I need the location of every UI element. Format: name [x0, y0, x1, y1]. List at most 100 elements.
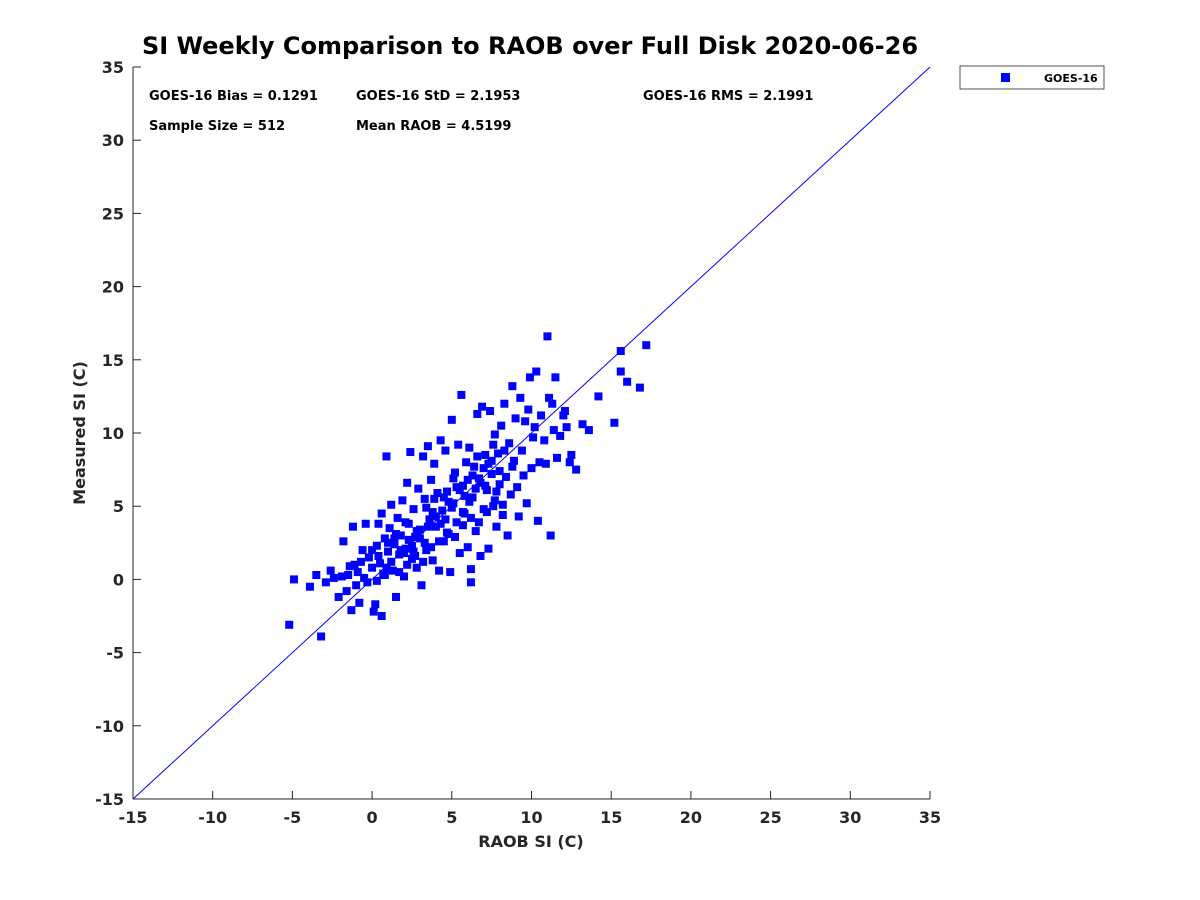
data-point	[452, 483, 461, 492]
data-point	[455, 549, 464, 558]
data-point	[428, 508, 437, 517]
data-point	[578, 420, 587, 429]
data-point	[399, 572, 408, 581]
data-point	[358, 546, 367, 555]
data-point	[353, 568, 362, 577]
data-point	[430, 494, 439, 503]
data-point	[465, 497, 474, 506]
data-point	[403, 478, 412, 487]
data-point	[344, 571, 353, 580]
data-point	[527, 464, 536, 473]
data-point	[395, 550, 404, 559]
data-point	[414, 484, 423, 493]
data-point	[482, 486, 491, 495]
y-tick-label: 30	[102, 131, 124, 150]
data-point	[460, 491, 469, 500]
data-point	[511, 414, 520, 423]
data-point	[321, 578, 330, 587]
data-point	[450, 468, 459, 477]
data-point	[438, 506, 447, 515]
data-point	[533, 516, 542, 525]
data-point	[427, 475, 436, 484]
data-point	[436, 436, 445, 445]
data-point	[549, 426, 558, 435]
data-point	[368, 563, 377, 572]
data-point	[495, 480, 504, 489]
data-point	[364, 553, 373, 562]
data-point	[548, 399, 557, 408]
data-point	[361, 519, 370, 528]
data-point	[387, 500, 396, 509]
data-point	[584, 426, 593, 435]
data-point	[500, 446, 509, 455]
data-point	[447, 503, 456, 512]
legend-entry-goes16: GOES-16	[1044, 72, 1098, 85]
x-tick-label: 15	[600, 808, 622, 827]
data-point	[393, 513, 402, 522]
data-point	[471, 527, 480, 536]
data-point	[474, 518, 483, 527]
data-point	[380, 571, 389, 580]
x-tick-label: 0	[367, 808, 378, 827]
data-point	[312, 571, 321, 580]
data-point	[463, 475, 472, 484]
data-point	[396, 531, 405, 540]
data-point	[419, 452, 428, 461]
data-point	[454, 440, 463, 449]
data-point	[423, 442, 432, 451]
legend: GOES-16	[959, 65, 1105, 90]
data-point	[519, 471, 528, 480]
data-point	[517, 446, 526, 455]
data-point	[334, 592, 343, 601]
data-point	[545, 393, 554, 402]
data-point	[441, 446, 450, 455]
data-point	[521, 417, 530, 426]
data-point	[473, 409, 482, 418]
x-tick-label: 20	[680, 808, 702, 827]
data-point	[489, 440, 498, 449]
legend-marker-square	[1001, 73, 1010, 82]
data-point	[398, 496, 407, 505]
data-point	[489, 502, 498, 511]
data-point	[428, 556, 437, 565]
data-point	[616, 367, 625, 376]
data-point	[317, 632, 326, 641]
y-tick-label: 25	[102, 204, 124, 223]
data-point	[514, 512, 523, 521]
data-point	[377, 509, 386, 518]
data-point	[420, 494, 429, 503]
data-point	[494, 449, 503, 458]
data-point	[543, 332, 552, 341]
data-point	[458, 481, 467, 490]
data-point	[473, 452, 482, 461]
data-point	[509, 456, 518, 465]
y-tick-label: 15	[102, 351, 124, 370]
data-point	[562, 423, 571, 432]
data-point	[423, 522, 432, 531]
data-point	[642, 341, 651, 350]
data-point	[525, 373, 534, 382]
data-point	[443, 487, 452, 496]
data-point	[478, 402, 487, 411]
data-point	[360, 573, 369, 582]
data-point	[497, 421, 506, 430]
y-tick-label: 35	[102, 58, 124, 77]
data-points-layer	[285, 332, 651, 641]
data-point	[372, 576, 381, 585]
data-point	[463, 543, 472, 552]
data-point	[380, 534, 389, 543]
stat-sample-size: Sample Size = 512	[149, 119, 285, 134]
data-point	[392, 530, 401, 539]
x-tick-label: 10	[520, 808, 542, 827]
axes-layer: -15 -10 -5 0 5 10 15 20 25 30 35 -15 -10 -5 0 5 10 15 20 25…	[95, 58, 941, 827]
data-point	[395, 568, 404, 577]
data-point	[462, 458, 471, 467]
data-point	[406, 448, 415, 457]
data-point	[444, 497, 453, 506]
data-point	[388, 566, 397, 575]
data-point	[498, 510, 507, 519]
data-point	[401, 518, 410, 527]
y-tick-label: -15	[95, 790, 124, 809]
data-point	[446, 568, 455, 577]
data-point	[556, 431, 565, 440]
